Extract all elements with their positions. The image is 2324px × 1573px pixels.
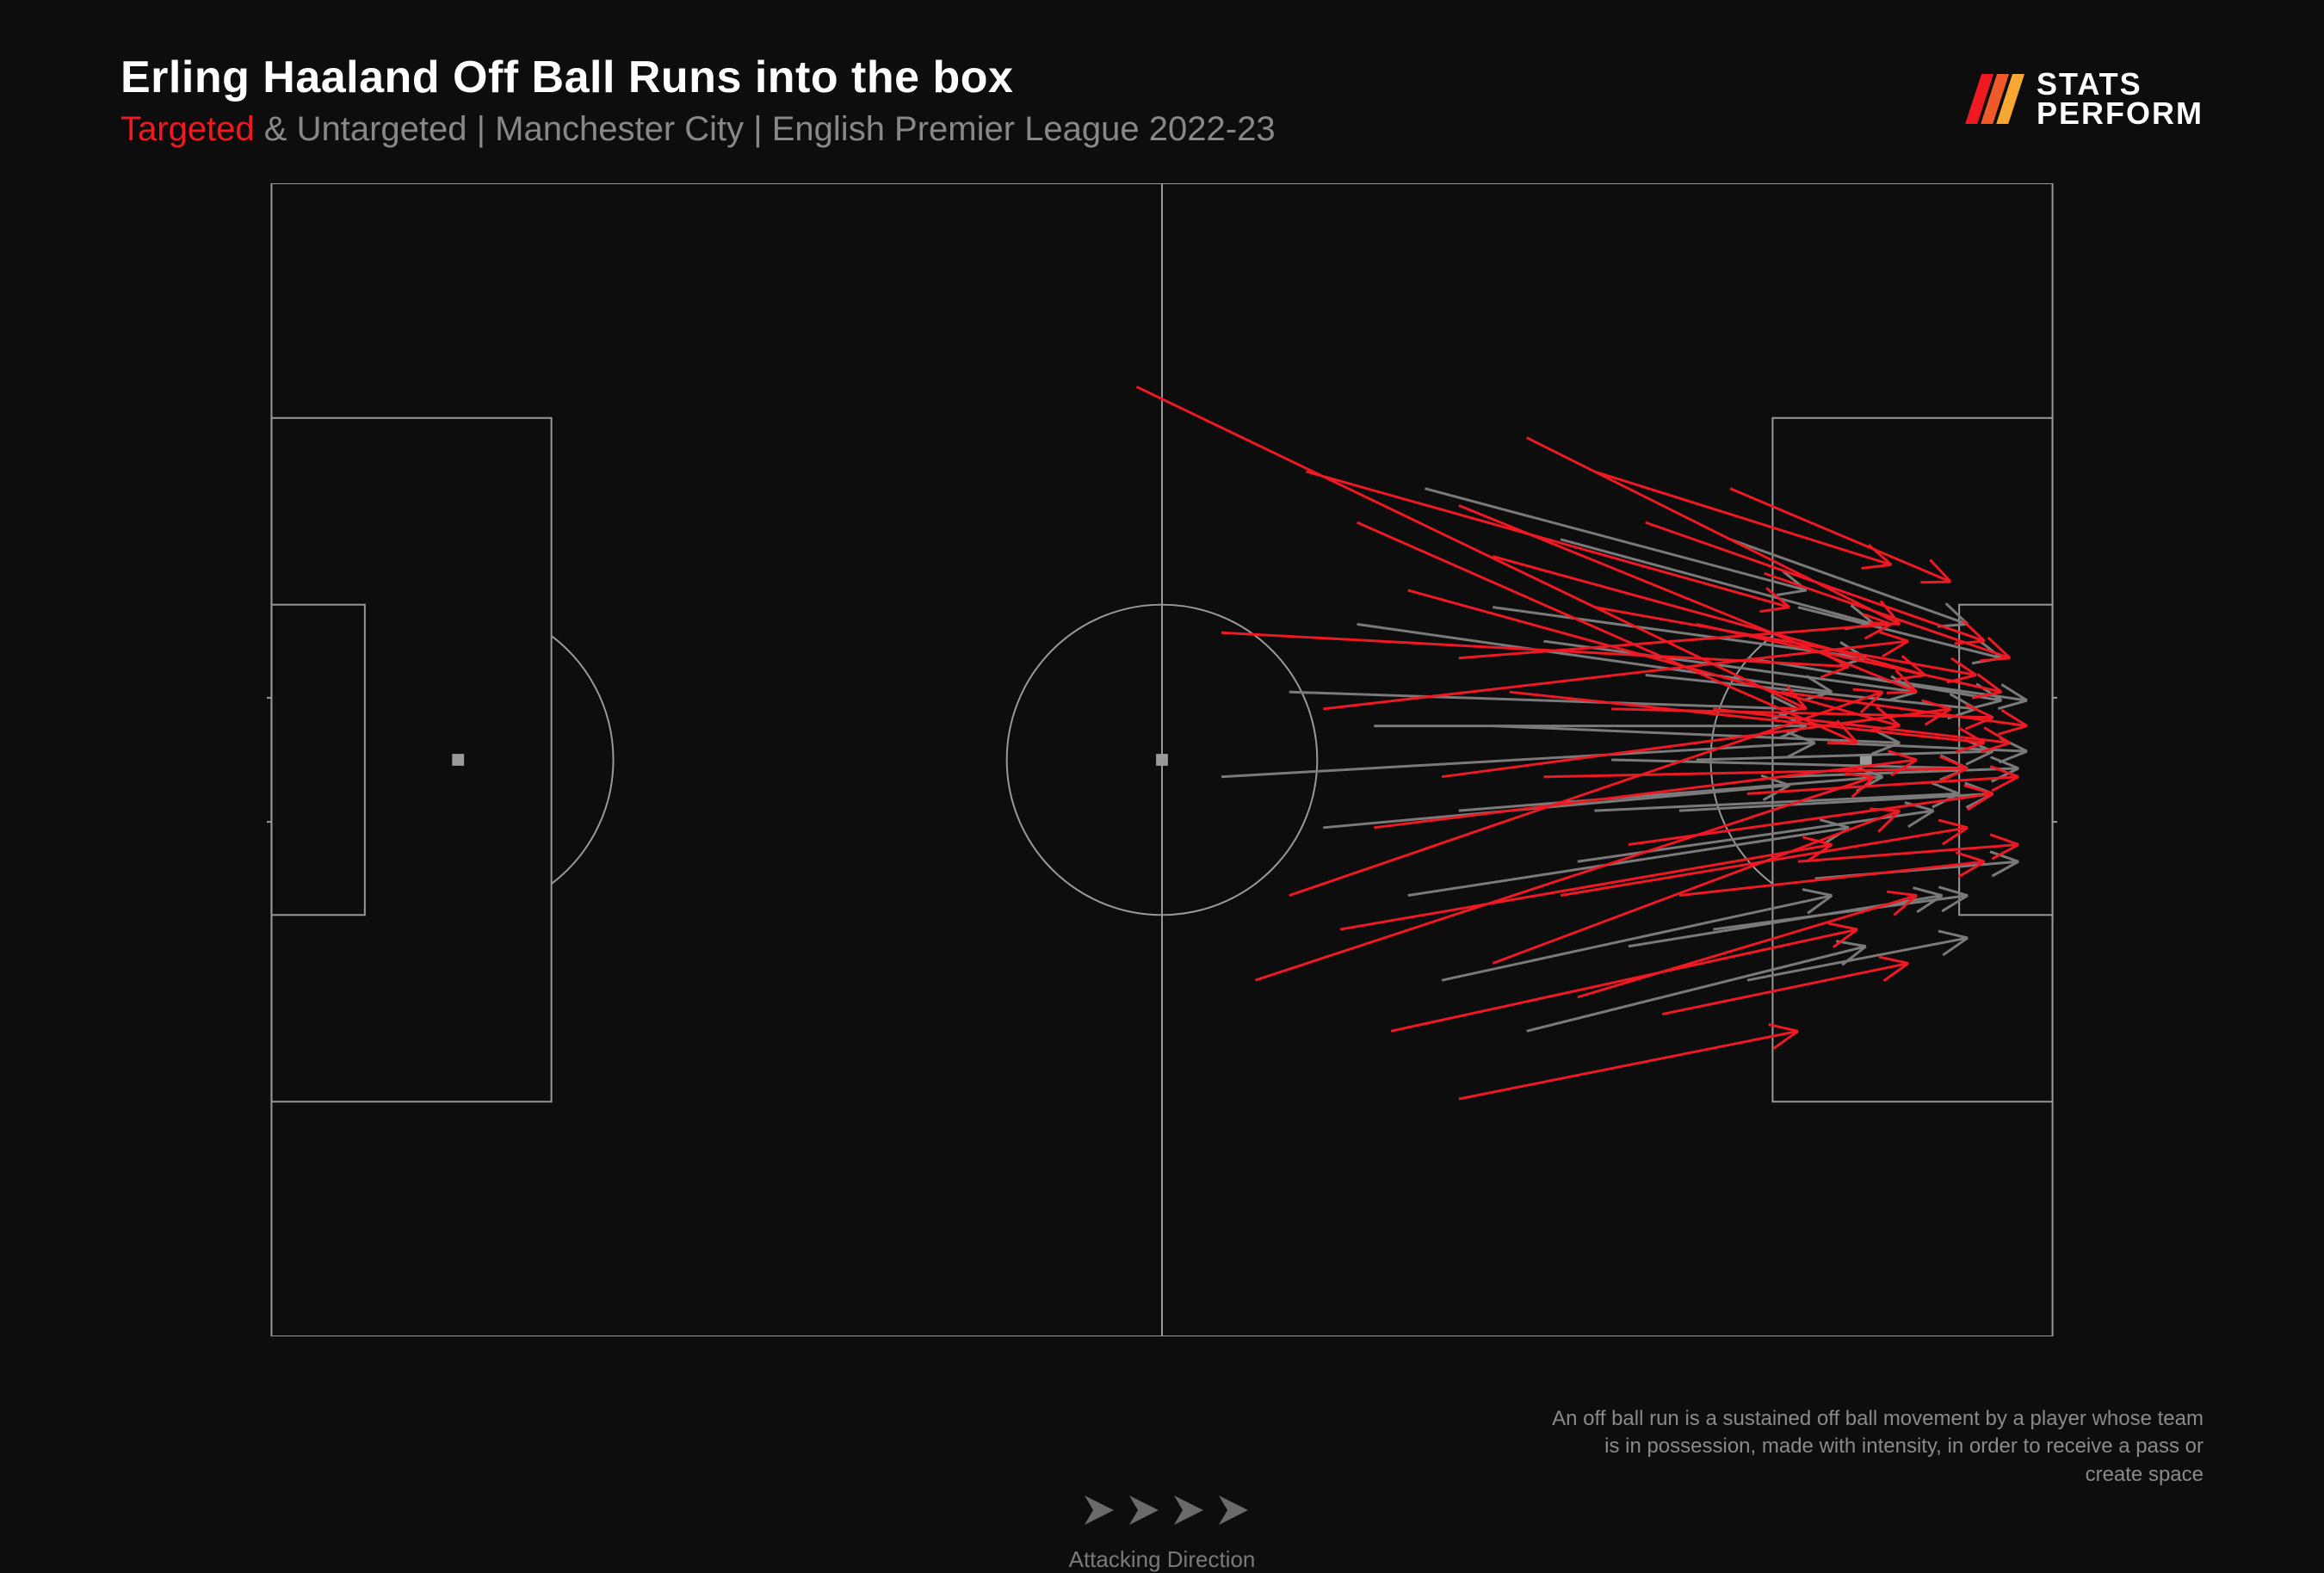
- stats-perform-logo: STATS PERFORM: [1964, 69, 2203, 129]
- pitch-area: [121, 183, 2203, 1388]
- direction-arrows-icon: [1067, 1489, 1257, 1536]
- logo-text: STATS PERFORM: [2037, 70, 2203, 128]
- definition-text: An off ball run is a sustained off ball …: [1549, 1405, 2203, 1489]
- attacking-direction: Attacking Direction: [1067, 1489, 1257, 1573]
- chart-title: Erling Haaland Off Ball Runs into the bo…: [121, 52, 2203, 103]
- chart-subtitle: Targeted & Untargeted | Manchester City …: [121, 110, 2203, 149]
- legend-targeted: Targeted: [121, 110, 255, 148]
- chart-container: Erling Haaland Off Ball Runs into the bo…: [0, 0, 2324, 1549]
- legend-amp: &: [264, 110, 287, 148]
- logo-line2: PERFORM: [2037, 99, 2203, 128]
- header: Erling Haaland Off Ball Runs into the bo…: [121, 52, 2203, 149]
- legend-untargeted: Untargeted: [297, 110, 467, 148]
- attacking-direction-label: Attacking Direction: [1067, 1546, 1257, 1573]
- logo-mark-icon: [1964, 69, 2024, 129]
- pitch-svg: [267, 183, 2057, 1336]
- logo-line1: STATS: [2037, 70, 2203, 99]
- subtitle-context: | Manchester City | English Premier Leag…: [467, 110, 1276, 148]
